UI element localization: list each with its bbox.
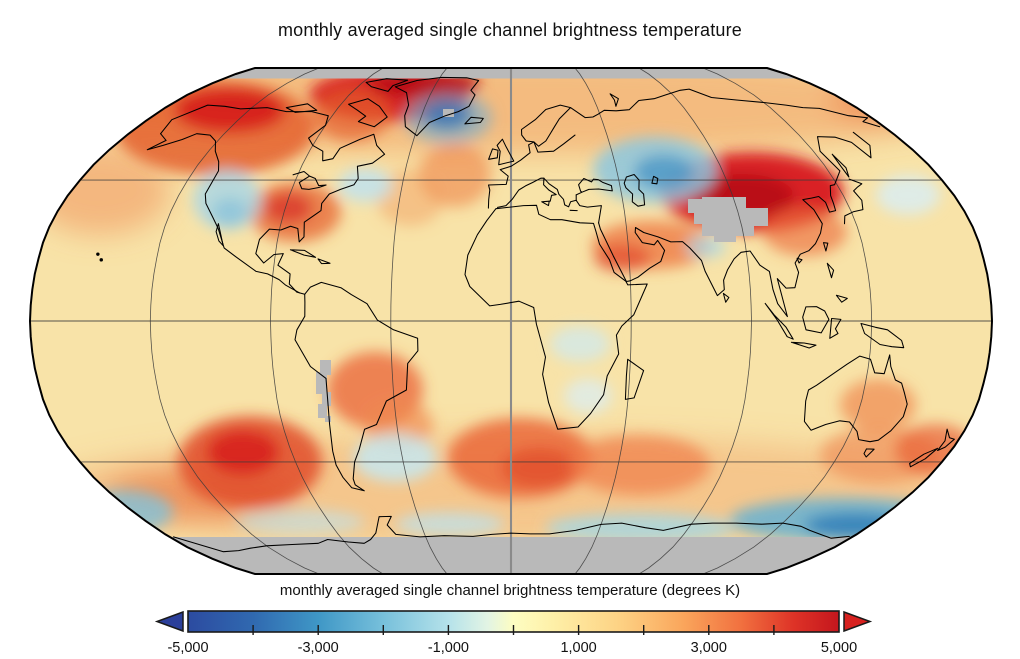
colorbar-under-arrow-icon <box>154 610 184 633</box>
colorbar-over-arrow-icon <box>843 610 873 633</box>
colorbar-tick-label: -1,000 <box>428 640 469 656</box>
figure-title: monthly averaged single channel brightne… <box>277 20 743 40</box>
coastlines <box>96 76 955 553</box>
map-outline <box>28 67 994 575</box>
colorbar-tick-label: 3,000 <box>691 640 727 656</box>
colorbar-tick-label: 1,000 <box>560 640 596 656</box>
colorbar-tick-labels: -5,000 -3,000 -1,000 1,000 3,000 5,000 <box>167 640 857 656</box>
colorbar-ticks <box>252 625 775 635</box>
colorbar-label: monthly averaged single channel brightne… <box>279 582 741 599</box>
colorbar-tick-label: -5,000 <box>167 640 208 656</box>
colorbar: -5,000 -3,000 -1,000 1,000 3,000 5,000 <box>154 610 873 656</box>
colorbar-tick-label: -3,000 <box>298 640 339 656</box>
colorbar-tick-label: 5,000 <box>821 640 857 656</box>
